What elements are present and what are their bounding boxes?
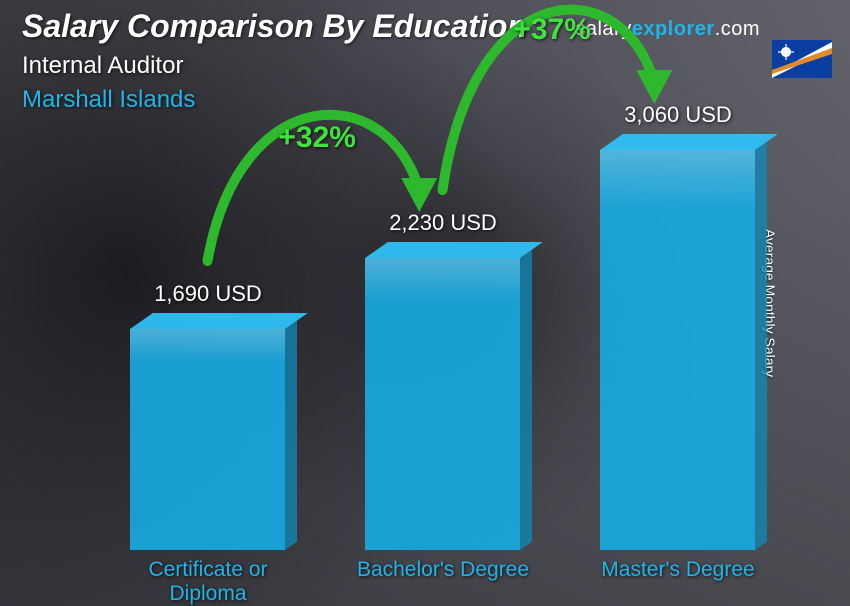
country-flag-icon	[772, 40, 832, 78]
brand-accent: explorer	[632, 18, 715, 40]
increase-pct-label: +37%	[513, 13, 591, 47]
bar-category-label: Master's Degree	[588, 558, 768, 582]
brand-suffix: .com	[715, 18, 760, 40]
bar-category-label: Certificate or Diploma	[118, 558, 298, 606]
bar-category-label: Bachelor's Degree	[353, 558, 533, 582]
x-axis-labels: Certificate or Diploma Bachelor's Degree M…	[70, 550, 780, 606]
increase-arc	[70, 100, 850, 560]
chart-subtitle-job: Internal Auditor	[22, 52, 183, 80]
chart-title: Salary Comparison By Education	[22, 8, 527, 45]
chart-area: 1,690 USD2,230 USD3,060 USD+32%+37%	[70, 150, 780, 550]
